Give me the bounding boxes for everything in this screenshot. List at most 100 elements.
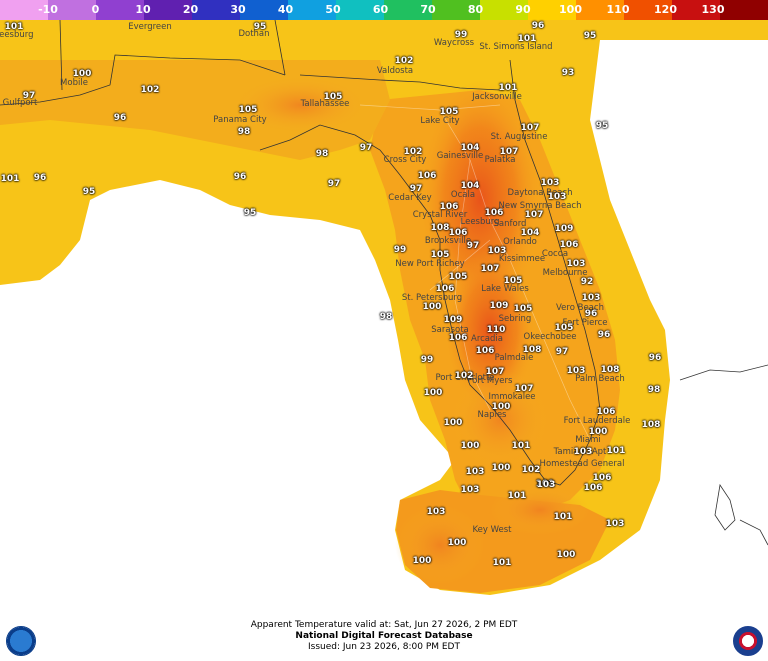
city-label: Gulfport (2, 98, 38, 108)
temperature-value-label: 105 (439, 107, 459, 117)
temperature-value-label: 102 (394, 56, 414, 66)
city-label: Lake Wales (481, 284, 529, 294)
legend-tick-label: 70 (420, 3, 436, 16)
temperature-value-label: 100 (412, 556, 432, 566)
temperature-value-label: 99 (454, 30, 468, 40)
legend-tick-label: 40 (277, 3, 294, 16)
temperature-value-label: 101 (535, 479, 555, 489)
bahamas-outline-2 (739, 519, 768, 546)
temperature-value-label: 107 (480, 264, 500, 274)
temperature-value-label: 96 (33, 173, 47, 183)
temperature-value-label: 100 (72, 69, 92, 79)
temperature-value-label: 103 (536, 480, 556, 490)
legend-tick-label: 60 (372, 3, 389, 16)
legend-tick-label: 50 (325, 3, 341, 16)
city-label: Sarasota (431, 325, 469, 335)
city-label: Melbourne (542, 268, 588, 278)
temperature-value-label: 106 (475, 346, 495, 356)
city-label: Panama City (213, 115, 267, 125)
city-label: Cross City (383, 155, 427, 165)
city-label: Homestead General (539, 459, 625, 469)
temperature-value-label: 106 (435, 284, 455, 294)
city-label: Waycross (433, 38, 475, 48)
temperature-value-label: 107 (485, 367, 505, 377)
temperature-value-label: 101 (553, 512, 573, 522)
gulf-coast-west (0, 54, 286, 106)
temperature-value-label: 106 (583, 483, 603, 493)
temperature-value-label: 100 (491, 402, 511, 412)
temperature-value-label: 100 (556, 550, 576, 560)
temperature-value-label: 107 (514, 384, 534, 394)
temperature-value-label: 100 (423, 388, 443, 398)
temperature-value-label: 95 (82, 187, 96, 197)
legend-color-segment (288, 0, 337, 20)
city-label: Vero Beach (556, 303, 604, 313)
city-label: Naples (477, 410, 507, 420)
temperature-value-label: 100 (447, 538, 467, 548)
temperature-value-label: 108 (600, 365, 620, 375)
legend-color-segment (0, 0, 49, 20)
temperature-value-label: 110 (486, 325, 506, 335)
temperature-value-label: 104 (460, 181, 480, 191)
temperature-value-label: 103 (487, 246, 507, 256)
city-label: Lake City (420, 116, 460, 126)
temperature-value-label: 103 (566, 366, 586, 376)
city-label: Immokalee (488, 392, 536, 402)
temperature-value-label: 109 (554, 224, 574, 234)
city-label: Evergreen (128, 22, 172, 32)
city-label: St. Simons Island (479, 42, 553, 52)
temperature-value-label: 98 (647, 385, 661, 395)
temperature-value-label: 103 (547, 192, 567, 202)
temperature-value-label: 102 (521, 465, 541, 475)
temperature-value-label: 104 (520, 228, 540, 238)
legend-color-segment (96, 0, 145, 20)
temperature-value-label: 103 (581, 293, 601, 303)
temperature-value-label: 106 (592, 473, 612, 483)
legend-color-segment (336, 0, 385, 20)
legend-tick-label: 130 (701, 3, 725, 16)
temperature-value-label: 92 (580, 277, 594, 287)
temperature-color-legend: -10 0 10 20 30 40 50 60 70 80 90 100 110 120 130 (0, 0, 768, 20)
temperature-value-label: 106 (417, 171, 437, 181)
temperature-value-label: 106 (448, 333, 468, 343)
city-label: Miami (575, 435, 601, 445)
city-label: Port Charlotte (435, 373, 495, 383)
temperature-value-label: 100 (422, 302, 442, 312)
bahamas-outline (714, 483, 736, 531)
city-label: Sanford (493, 219, 527, 229)
temperature-value-label: 103 (465, 467, 485, 477)
temperature-value-label: 107 (499, 147, 519, 157)
temperature-value-label: 105 (323, 92, 343, 102)
map-footer: Apparent Temperature valid at: Sat, Jun … (0, 620, 768, 661)
city-label: St. Petersburg (401, 293, 463, 303)
city-label: New Smyrna Beach (498, 201, 582, 211)
temperature-value-label: 99 (420, 355, 434, 365)
temperature-value-label: 107 (520, 123, 540, 133)
valid-time-text: Apparent Temperature valid at: Sat, Jun … (250, 620, 518, 630)
temperature-value-label: 107 (524, 210, 544, 220)
alabama-mississippi-border (59, 20, 63, 91)
temperature-value-label: 105 (513, 304, 533, 314)
temperature-value-label: 96 (584, 309, 598, 319)
temperature-value-label: 98 (237, 127, 251, 137)
apparent-temperature-map (0, 20, 768, 595)
temperature-value-label: 95 (595, 121, 609, 131)
temperature-value-label: 103 (605, 519, 625, 529)
city-label: Key West (472, 525, 512, 535)
city-label: Daytona Beach (507, 188, 573, 198)
alabama-georgia-border (274, 20, 286, 76)
legend-tick-label: 100 (559, 3, 582, 16)
temperature-value-label: 105 (554, 323, 574, 333)
city-label: Leesburg (460, 217, 500, 227)
temperature-value-label: 101 (507, 491, 527, 501)
legend-color-segment (672, 0, 721, 20)
temperature-value-label: 105 (448, 272, 468, 282)
temperature-value-label: 99 (393, 245, 407, 255)
temperature-value-label: 96 (648, 353, 662, 363)
legend-color-segment (720, 0, 768, 20)
temperature-value-label: 97 (555, 347, 569, 357)
city-label: Kissimmee (498, 254, 546, 264)
temperature-value-label: 97 (409, 184, 423, 194)
city-label: Tallahassee (300, 99, 350, 109)
legend-tick-label: 90 (515, 3, 531, 16)
